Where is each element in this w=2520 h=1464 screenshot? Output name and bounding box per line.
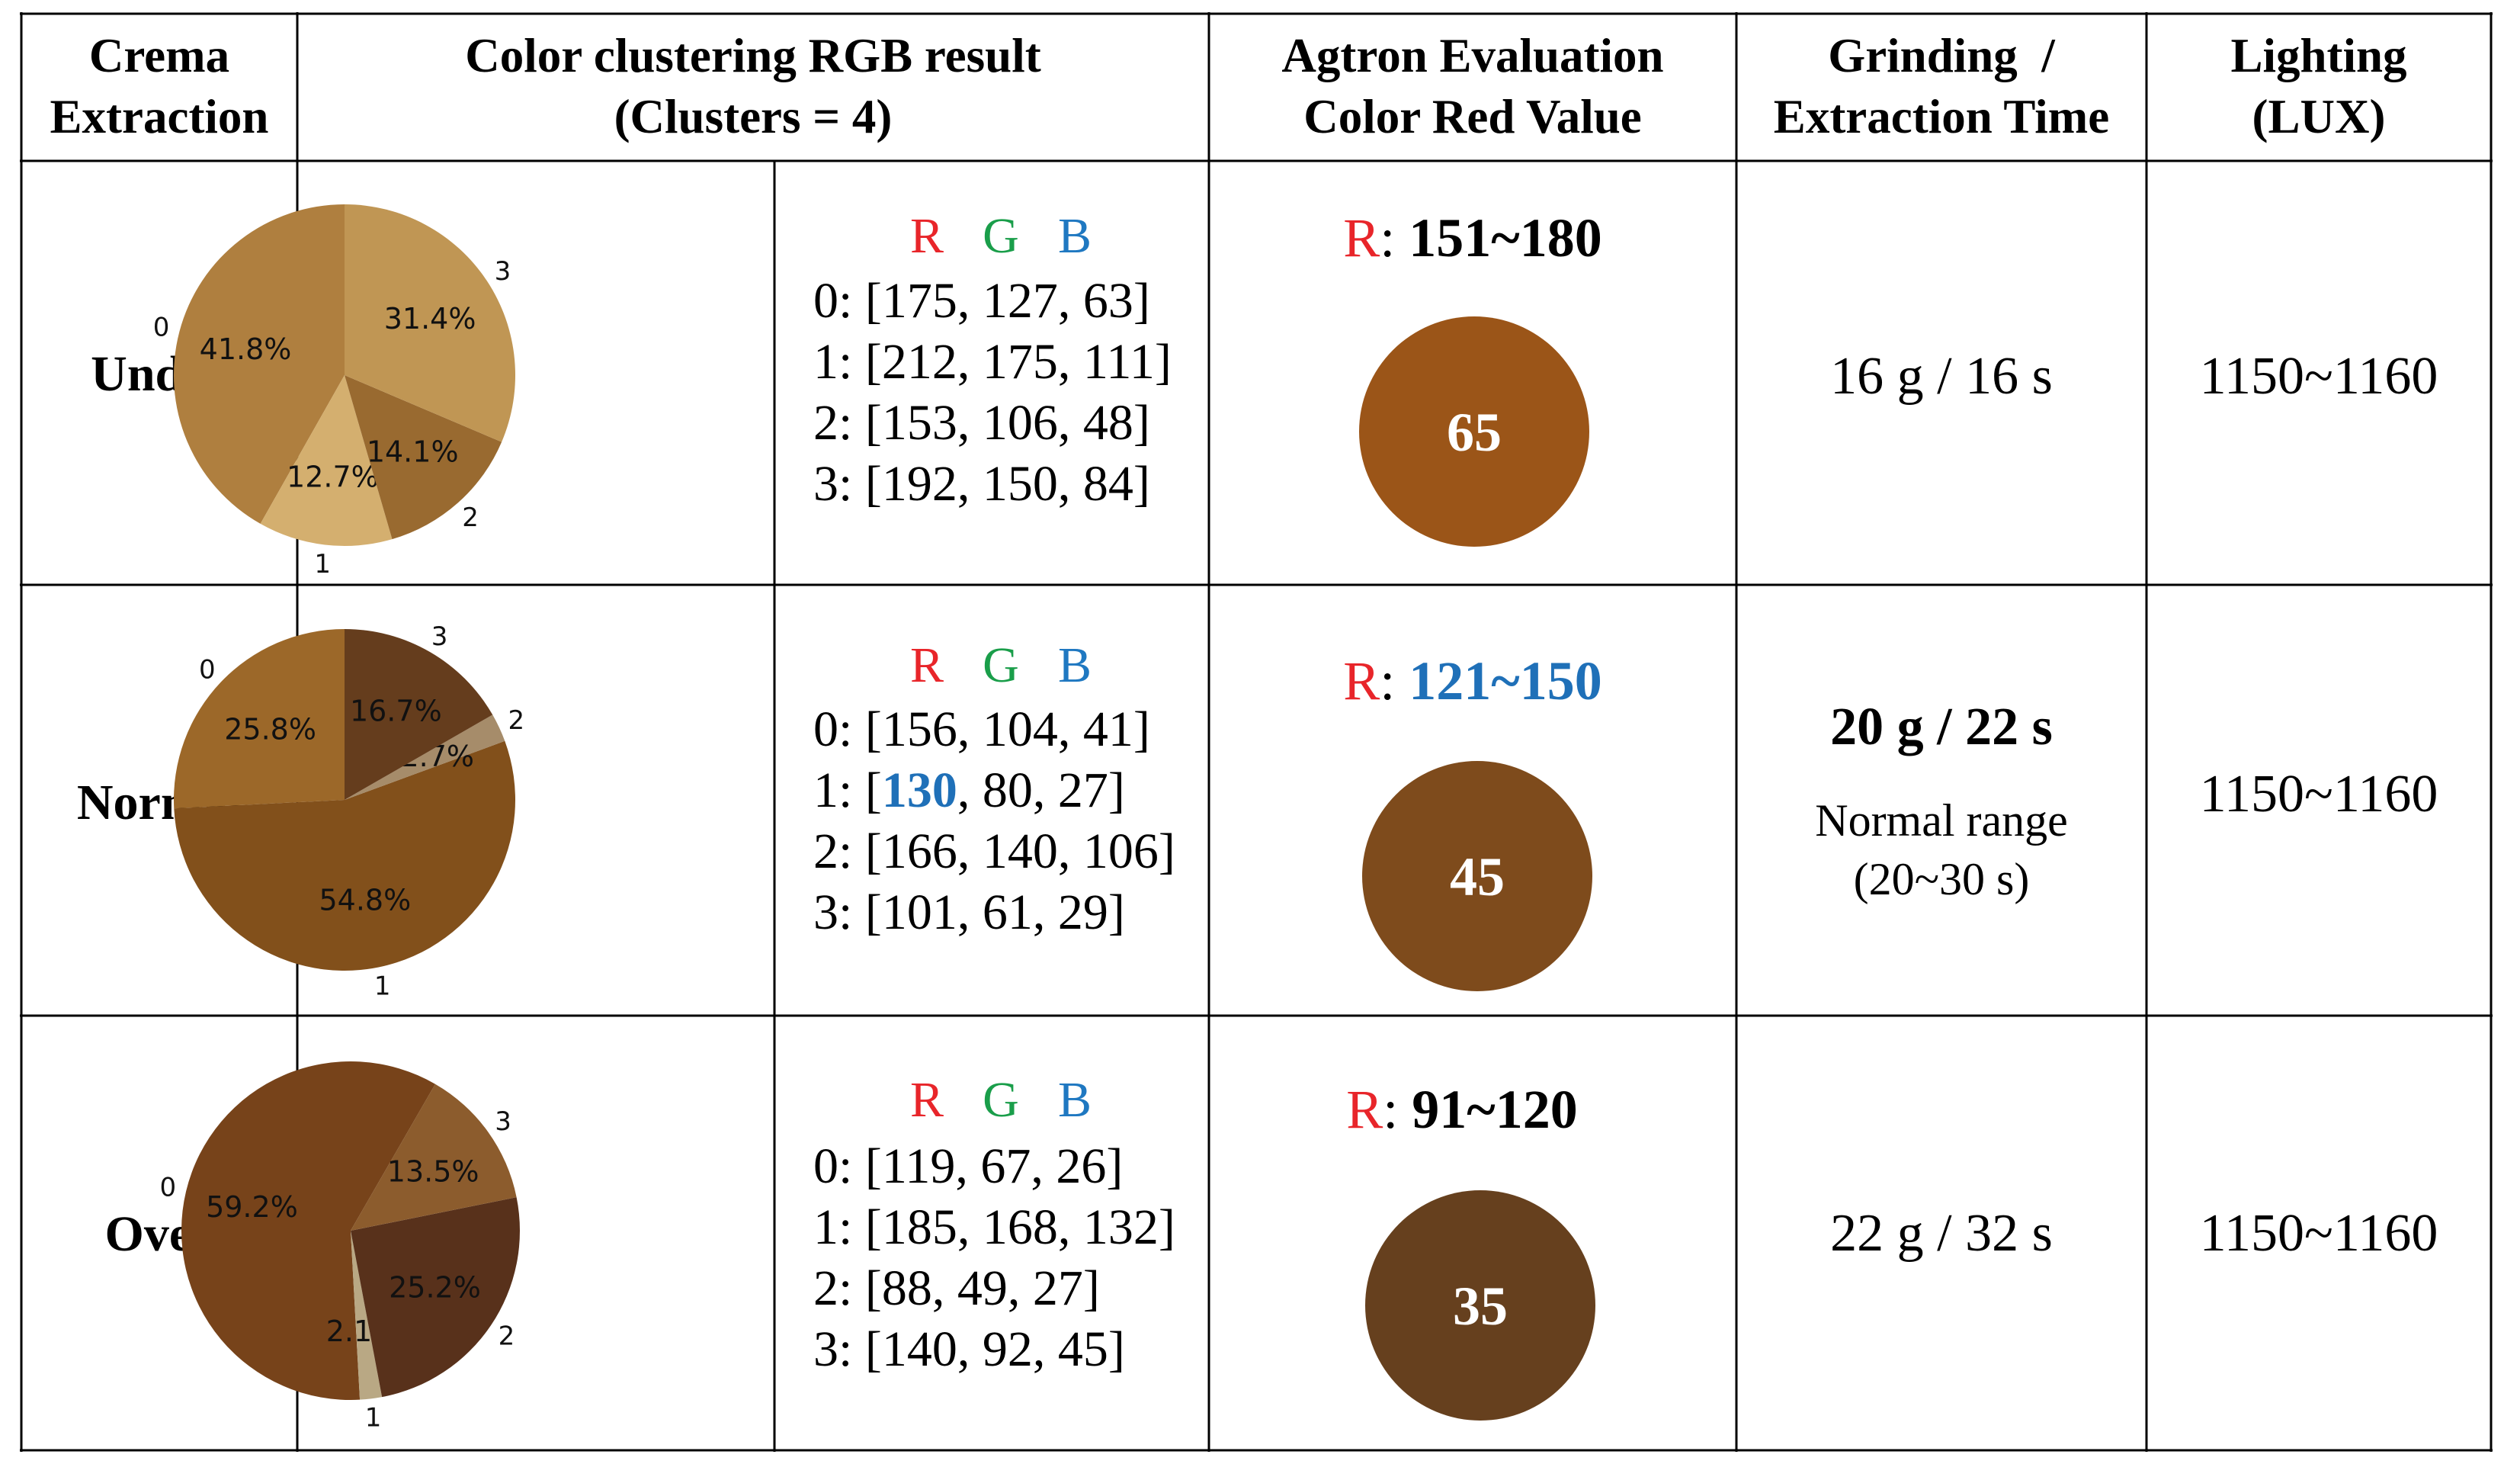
grind-time-normal: 20 g / 22 s <box>1830 698 2053 756</box>
rgb-header-g: G <box>983 637 1019 693</box>
pie-slice-1 <box>351 1231 383 1400</box>
row-over: Over 59.2%02.1%125.2%213.5%3 R G B 0: [1… <box>105 1061 2438 1434</box>
pie-cluster-label: 2 <box>499 1321 515 1352</box>
header-row: Crema Extraction Color clustering RGB re… <box>50 29 2407 143</box>
crema-extraction-table: Crema Extraction Color clustering RGB re… <box>20 12 2493 1452</box>
header-grinding-line1: Grinding / <box>1828 29 2056 82</box>
rgb-header-r: R <box>910 637 944 693</box>
rgb-header-normal: R G B <box>910 637 1092 693</box>
pie-cluster-label: 0 <box>199 655 216 685</box>
pie-percent-label: 31.4% <box>384 302 476 336</box>
pie-slice-1 <box>174 740 515 971</box>
pie-percent-label: 25.8% <box>224 712 316 746</box>
header-clustering-line2: (Clusters = 4) <box>614 90 893 143</box>
pie-percent-label: 59.2% <box>206 1190 298 1224</box>
pie-chart-normal: 25.8%054.8%12.7%216.7%3 <box>173 621 524 1002</box>
pie-cluster-label: 1 <box>314 549 331 580</box>
red-value-range-over: R: 91~120 <box>1346 1079 1578 1140</box>
header-crema-line1: Crema <box>89 29 229 82</box>
pie-slice-2 <box>351 1197 520 1398</box>
agtron-swatch-over <box>1365 1190 1595 1421</box>
normal-range-value: (20~30 s) <box>1854 854 2030 904</box>
pie-cluster-label: 0 <box>153 313 170 343</box>
pie-slice-2 <box>345 714 505 800</box>
pie-percent-label: 25.2% <box>389 1270 481 1304</box>
normal-range-label: Normal range <box>1815 795 2068 846</box>
agtron-swatch-under <box>1359 316 1589 547</box>
lux-under: 1150~1160 <box>2200 347 2438 406</box>
pie-percent-label: 16.7% <box>350 695 442 728</box>
pie-slice-1 <box>260 375 393 547</box>
rgb-line: 1: [212, 175, 111] <box>813 334 1172 390</box>
rgb-header-over: R G B <box>910 1072 1092 1128</box>
red-value-range-under: R: 151~180 <box>1343 207 1602 268</box>
rgb-header-b: B <box>1058 1072 1092 1128</box>
pie-cluster-label: 3 <box>431 621 448 652</box>
rgb-line: 1: [185, 168, 132] <box>813 1199 1175 1255</box>
header-crema-line2: Extraction <box>50 90 269 143</box>
pie-cluster-label: 2 <box>462 502 479 533</box>
pie-cluster-label: 1 <box>374 971 391 1002</box>
pie-cluster-label: 3 <box>495 256 511 287</box>
pie-chart-over: 59.2%02.1%125.2%213.5%3 <box>160 1061 520 1434</box>
pie-slice-0 <box>181 1061 436 1400</box>
rgb-header-b: B <box>1058 637 1092 693</box>
rgb-line-highlight: 1: [130, 80, 27] <box>813 762 1125 818</box>
lux-over: 1150~1160 <box>2200 1204 2438 1263</box>
pie-cluster-label: 2 <box>508 705 524 736</box>
table-grid <box>20 12 2493 1452</box>
rgb-header-under: R G B <box>910 208 1092 264</box>
rgb-header-r: R <box>910 1072 944 1128</box>
pie-percent-label: 13.5% <box>387 1154 479 1188</box>
agtron-value-under: 65 <box>1447 402 1502 463</box>
pie-percent-label: 12.7% <box>287 460 379 493</box>
rgb-line: 3: [140, 92, 45] <box>813 1321 1125 1377</box>
header-agtron-line1: Agtron Evaluation <box>1281 29 1663 82</box>
header-lighting-line1: Lighting <box>2230 29 2406 82</box>
lux-normal: 1150~1160 <box>2200 765 2438 824</box>
pie-cluster-label: 1 <box>365 1403 382 1434</box>
grind-time-under: 16 g / 16 s <box>1830 347 2053 406</box>
pie-slice-3 <box>345 204 515 442</box>
pie-percent-label: 14.1% <box>367 435 459 469</box>
pie-percent-label: 41.8% <box>200 332 292 366</box>
header-clustering-line1: Color clustering RGB result <box>465 29 1040 82</box>
header-grinding-line2: Extraction Time <box>1774 90 2109 143</box>
pie-cluster-label: 3 <box>495 1106 511 1137</box>
rgb-line: 3: [192, 150, 84] <box>813 456 1150 512</box>
agtron-swatch-normal <box>1362 761 1592 991</box>
rgb-header-r: R <box>910 208 944 264</box>
rgb-header-b: B <box>1058 208 1092 264</box>
row-normal: Normal 25.8%054.8%12.7%216.7%3 R G B 0: … <box>77 621 2438 1002</box>
pie-slice-0 <box>173 629 345 809</box>
pie-slice-0 <box>174 204 345 524</box>
header-lighting-line2: (LUX) <box>2252 90 2386 143</box>
pie-percent-label: 54.8% <box>319 884 411 917</box>
rgb-line: 0: [119, 67, 26] <box>813 1138 1123 1194</box>
rgb-line: 2: [166, 140, 106] <box>813 824 1175 879</box>
rgb-line: 3: [101, 61, 29] <box>813 884 1125 940</box>
row-under: Under 41.8%012.7%114.1%231.4%3 R G B 0: … <box>91 204 2438 580</box>
pie-slice-2 <box>345 375 502 540</box>
rgb-line: 2: [153, 106, 48] <box>813 395 1150 451</box>
pie-chart-under: 41.8% 0 12.7% 1 14.1% 2 31.4% 3 <box>153 204 515 580</box>
red-value-range-normal: R: 121~150 <box>1343 650 1602 711</box>
rgb-line: 0: [156, 104, 41] <box>813 702 1150 757</box>
rgb-line: 2: [88, 49, 27] <box>813 1260 1100 1316</box>
rgb-header-g: G <box>983 1072 1019 1128</box>
rgb-line: 0: [175, 127, 63] <box>813 273 1150 329</box>
pie-slice-3 <box>345 629 493 800</box>
grind-time-over: 22 g / 32 s <box>1830 1204 2053 1263</box>
agtron-value-normal: 45 <box>1450 846 1505 907</box>
rgb-header-g: G <box>983 208 1019 264</box>
pie-slice-3 <box>351 1084 517 1231</box>
header-agtron-line2: Color Red Value <box>1303 90 1641 143</box>
agtron-value-over: 35 <box>1453 1276 1508 1337</box>
pie-cluster-label: 0 <box>160 1173 177 1203</box>
